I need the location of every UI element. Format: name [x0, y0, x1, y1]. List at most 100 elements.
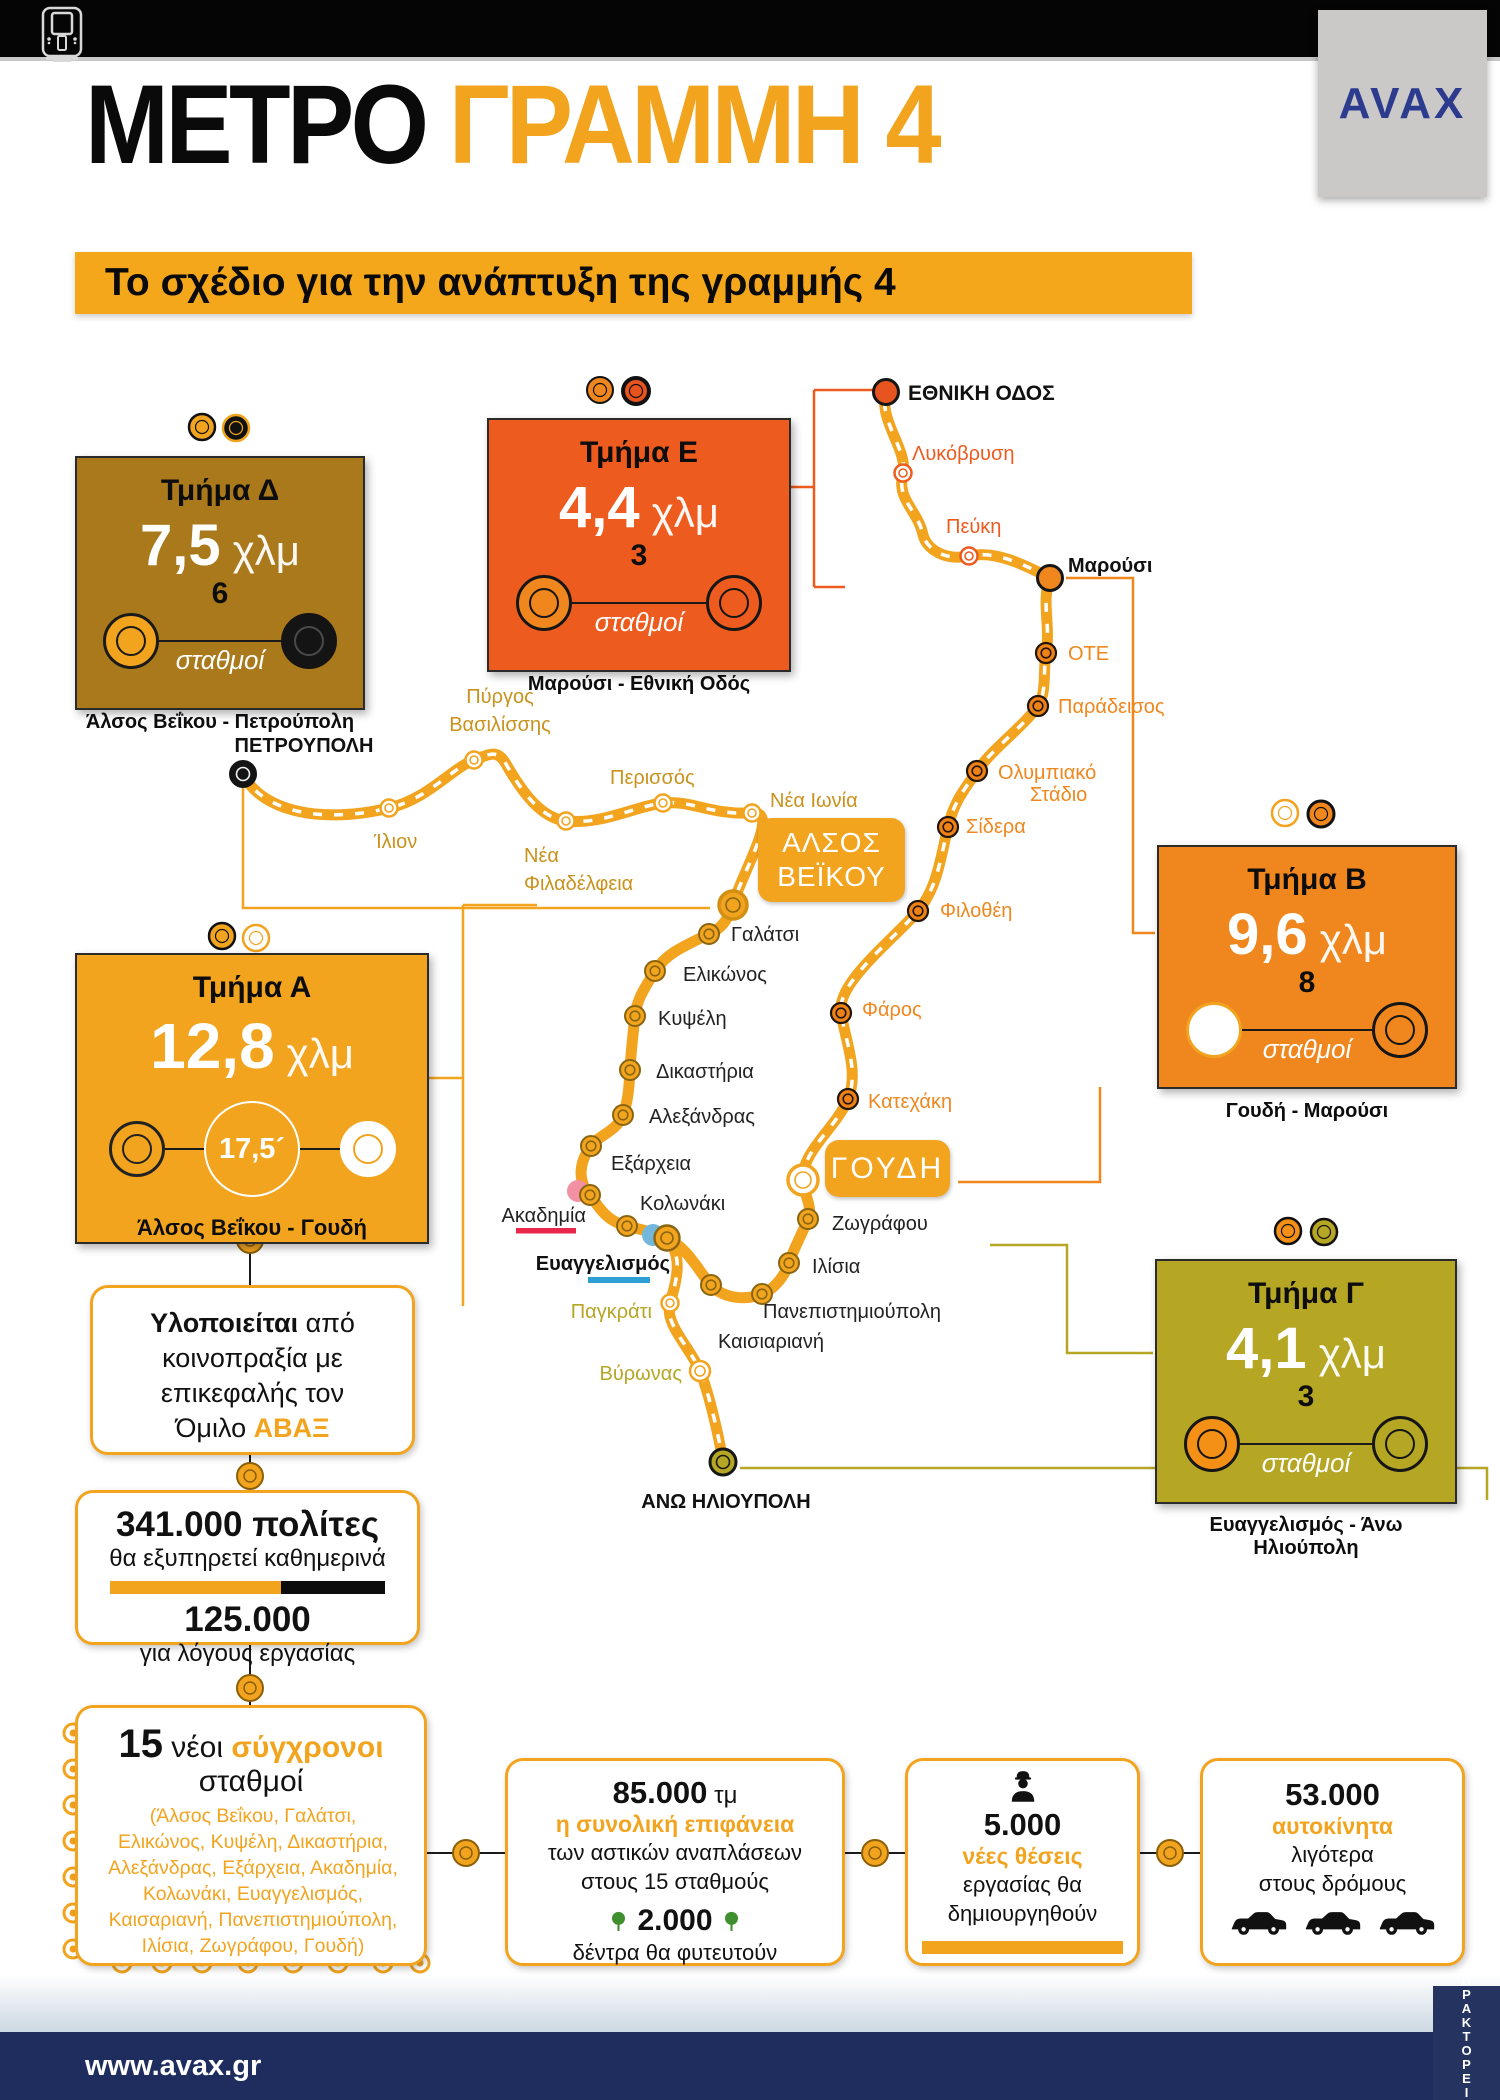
avax-url-link[interactable]: www.avax.gr — [85, 2049, 262, 2082]
station-count: 8 — [1298, 966, 1316, 999]
station-label: ΠΕΤΡΟΥΠΟΛΗ — [235, 735, 374, 757]
station-label: Κυψέλη — [658, 1008, 727, 1030]
station-ilisia: Ιλίσια — [778, 1252, 860, 1278]
section-diagram: 6 σταθμοί — [102, 577, 338, 675]
station-label: Ελικώνος — [683, 964, 767, 986]
section-dot — [1309, 1217, 1339, 1247]
station-perissos: Περισσός — [610, 767, 695, 813]
station-pyrgos-vasilissis: Πύργος Βασιλίσσης — [449, 686, 551, 770]
consortium-box: Υλοποιείται από κοινοπραξία με επικεφαλή… — [90, 1285, 415, 1455]
station-label: ΕΘΝΙΚΗ ΟΔΟΣ — [908, 382, 1055, 405]
car-icon — [1231, 1912, 1286, 1935]
station-elikonos: Ελικώνος — [644, 960, 767, 986]
endpoint-circle-right — [1372, 1002, 1429, 1058]
station-label: Σίδερα — [966, 816, 1026, 838]
station-exarcheia: Εξάρχεια — [580, 1135, 691, 1175]
section-dot — [1273, 1216, 1303, 1246]
endpoint-circle-left — [1185, 1002, 1242, 1058]
station-label: Ολυμπιακό — [998, 762, 1096, 784]
endpoint-circle-left — [108, 1121, 165, 1177]
station-label: Κολωνάκι — [640, 1193, 725, 1215]
station-label: ΑΝΩ ΗΛΙΟΥΠΟΛΗ — [641, 1491, 810, 1513]
station-label: Καισιαριανή — [718, 1331, 824, 1353]
station-petroupoli: ΠΕΤΡΟΥΠΟΛΗ — [229, 735, 374, 788]
endpoint-circle-left — [1183, 1416, 1240, 1472]
station-label: Βύρωνας — [600, 1363, 683, 1385]
station-label: Στάδιο — [1030, 784, 1087, 806]
station-label: Φάρος — [862, 999, 922, 1021]
subtitle-text: Το σχέδιο για την ανάπτυξη της γραμμής 4 — [105, 261, 896, 304]
station-kypseli: Κυψέλη — [624, 1005, 727, 1030]
endpoint-circle-right — [281, 613, 338, 669]
bracket-line — [1066, 576, 1155, 935]
station-underline — [588, 1277, 650, 1283]
station-ilion: Ίλιον — [373, 798, 417, 853]
station-dikastiria: Δικαστήρια — [619, 1059, 754, 1083]
station-label: Ακαδημία — [502, 1205, 586, 1227]
connector-node — [236, 1674, 264, 1702]
endpoint-circle-right — [339, 1121, 396, 1177]
section-km: 7,5 χλμ — [140, 513, 300, 578]
endpoint-circle-left — [516, 575, 572, 631]
section-dot — [241, 923, 271, 953]
station-ethniki-odos: ΕΘΝΙΚΗ ΟΔΟΣ — [872, 378, 1055, 406]
new-stations-box: 15 νέοι σύγχρονοι σταθμοί (Άλσος Βεΐκου,… — [75, 1705, 427, 1966]
station-nea-filadelfeia: Νέα Φιλαδέλφεια — [524, 811, 633, 895]
station-label: Λυκόβρυση — [912, 443, 1014, 465]
daily-riders-box: 341.000 πολίτες θα εξυπηρετεί καθημερινά… — [75, 1490, 420, 1667]
section-dot — [187, 412, 217, 442]
bracket-line — [428, 903, 537, 1306]
connector-node — [452, 1839, 480, 1867]
station-katechaki: Κατεχάκη — [836, 1087, 952, 1113]
station-word: σταθμοί — [594, 607, 684, 637]
section-title: Τμήμα Ε — [580, 436, 698, 469]
station-kolonaki: Κολωνάκι — [616, 1193, 725, 1237]
section-title: Τμήμα Α — [192, 971, 312, 1004]
station-underline — [516, 1228, 576, 1234]
station-nea-ionia: Νέα Ιωνία — [742, 790, 858, 823]
station-word: σταθμοί — [1262, 1034, 1352, 1064]
riders-ratio-bar — [110, 1581, 385, 1594]
station-pagkrati: Παγκράτι — [571, 1293, 680, 1323]
station-panepistimioupoli: Πανεπιστημιούπολη — [751, 1283, 941, 1323]
header-separator — [0, 57, 1500, 61]
connector-node — [236, 1462, 264, 1490]
section-diagram: 3 σταθμοί — [516, 539, 762, 637]
section-box-tmima-b: Τμήμα Β 9,6 χλμ 8 σταθμοί Γουδή - Μαρούσ… — [1157, 845, 1457, 1122]
agency-badge: ΠΡΑΚΤΟΡΕΙΟ — [1433, 1973, 1500, 2100]
page-title: ΜΕΤΡΟ ΓΡΑΜΜΗ 4 — [85, 60, 942, 189]
station-label: Ιλίσια — [812, 1256, 860, 1278]
endpoint-circle-right — [706, 575, 762, 631]
station-alsos-veikou — [717, 889, 749, 921]
surface-area-box: 85.000 τμ η συνολική επιφάνεια των αστικ… — [505, 1758, 845, 1966]
station-pefki: Πεύκη — [946, 516, 1001, 566]
station-label: Ευαγγελισμός — [536, 1253, 670, 1275]
station-word: σταθμοί — [175, 645, 265, 675]
header-bar — [0, 0, 1500, 57]
section-diagram: 3 σταθμοί — [1183, 1380, 1429, 1478]
section-km: 9,6 χλμ — [1227, 902, 1387, 967]
station-faros: Φάρος — [829, 999, 922, 1025]
station-label: Περισσός — [610, 767, 695, 789]
station-box-goudi: ΓΟΥΔΗ — [825, 1140, 950, 1197]
section-dot — [1306, 799, 1336, 829]
station-label: Φιλαδέλφεια — [524, 873, 633, 895]
station-count: 3 — [630, 539, 648, 572]
section-title: Τμήμα Γ — [1248, 1277, 1364, 1310]
tree-icon — [612, 1911, 626, 1931]
section-route: Άλσος Βεΐκου - Γουδή — [137, 1215, 367, 1240]
section-dot — [586, 376, 614, 404]
station-label: Παράδεισος — [1058, 696, 1165, 718]
bracket-line — [958, 1087, 1102, 1184]
section-dot — [621, 376, 651, 406]
section-dot — [207, 921, 237, 951]
worker-icon — [1011, 1771, 1034, 1802]
endpoint-circle-right — [1372, 1416, 1429, 1472]
section-km: 12,8 χλμ — [150, 1010, 354, 1082]
station-goudi — [786, 1163, 820, 1197]
station-label: Μαρούσι — [1068, 555, 1152, 577]
station-zografou: Ζωγράφου — [797, 1208, 928, 1235]
